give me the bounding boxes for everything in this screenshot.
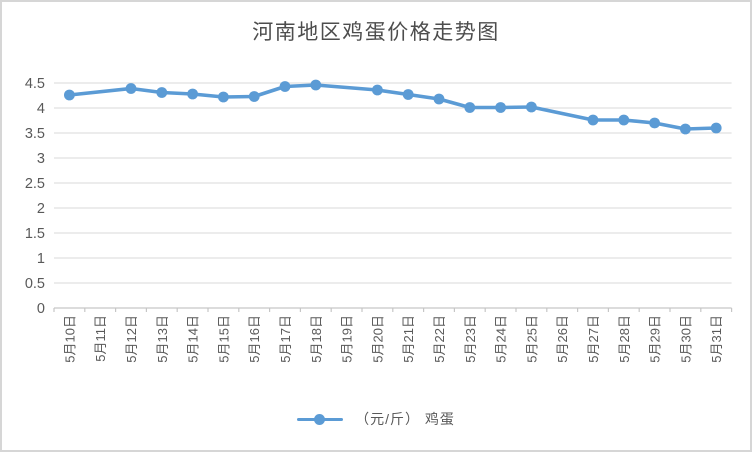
legend-label: （元/斤） 鸡蛋 — [355, 411, 455, 427]
x-axis-label: 5月23日 — [463, 315, 478, 363]
y-axis-label: 2.5 — [25, 176, 45, 192]
x-axis-label: 5月21日 — [401, 315, 416, 363]
x-axis-label: 5月17日 — [278, 315, 293, 363]
y-axis-label: 4.5 — [25, 76, 45, 92]
x-axis-label: 5月25日 — [524, 315, 539, 363]
legend-dot — [314, 413, 326, 425]
x-axis-label: 5月28日 — [617, 315, 632, 363]
data-point — [680, 123, 691, 135]
data-point — [156, 87, 168, 98]
data-point — [187, 88, 199, 100]
y-axis-label: 4 — [37, 101, 45, 117]
data-point — [218, 91, 229, 103]
x-axis-label: 5月24日 — [494, 315, 509, 363]
y-axis-label: 3.5 — [25, 126, 45, 142]
data-point — [649, 117, 660, 129]
data-point — [710, 122, 722, 134]
data-point — [64, 89, 75, 101]
data-point — [618, 114, 630, 126]
y-axis-label: 2 — [37, 201, 45, 217]
data-point — [402, 89, 414, 100]
x-axis-label: 5月31日 — [709, 315, 724, 363]
x-axis-label: 5月29日 — [648, 315, 663, 363]
x-axis-label: 5月22日 — [432, 315, 447, 363]
data-point — [125, 83, 137, 94]
x-axis-label: 5月10日 — [62, 315, 77, 363]
x-axis-label: 5月18日 — [309, 315, 324, 363]
data-point — [433, 93, 445, 105]
data-point — [464, 102, 476, 113]
x-axis-label: 5月16日 — [247, 315, 262, 363]
x-axis-label: 5月12日 — [124, 315, 139, 363]
x-axis-label: 5月14日 — [186, 315, 201, 363]
y-axis-label: 1.5 — [25, 226, 45, 242]
y-axis-label: 1 — [37, 251, 45, 267]
x-axis-label: 5月15日 — [216, 315, 231, 363]
x-axis-label: 5月19日 — [340, 315, 355, 363]
data-point — [248, 91, 260, 102]
y-axis-label: 0 — [37, 301, 45, 317]
data-point — [279, 81, 291, 92]
data-point — [587, 114, 599, 126]
x-axis-label: 5月11日 — [93, 315, 108, 362]
y-axis-label: 0.5 — [25, 276, 45, 292]
x-axis-label: 5月30日 — [678, 315, 693, 363]
data-point — [310, 79, 322, 91]
x-axis-label: 5月13日 — [155, 315, 170, 363]
x-axis-label: 5月27日 — [586, 315, 601, 363]
data-point — [372, 84, 383, 96]
data-point — [495, 102, 506, 113]
chart-legend: （元/斤） 鸡蛋 — [2, 409, 750, 429]
chart-title: 河南地区鸡蛋价格走势图 — [252, 20, 500, 44]
data-point — [526, 101, 537, 113]
x-axis-label: 5月20日 — [370, 315, 385, 363]
x-axis-label: 5月26日 — [555, 315, 570, 363]
y-axis-label: 3 — [37, 151, 45, 167]
legend-line-marker-icon — [297, 413, 344, 425]
